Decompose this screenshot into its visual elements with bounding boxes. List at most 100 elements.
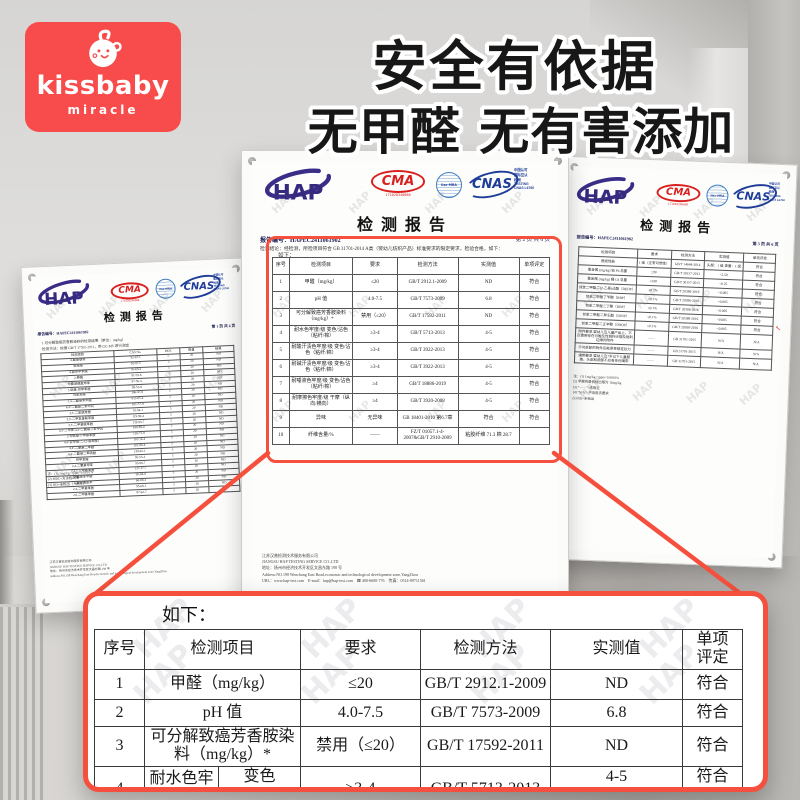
footer-line: 江苏汉普检测技术服务有限公司 [262, 553, 318, 558]
cell-sub-change: 变色 [218, 765, 301, 787]
col-header: 要求 [300, 629, 421, 670]
table-row: 4 耐水色牢度/级 变色/沾色（粘纤/棉） ≥3-4 GB/T 5713-2013 4-… [272, 325, 550, 343]
table-cell [518, 427, 550, 445]
hap-logo: HAP [38, 279, 90, 309]
table-cell: 20 [185, 486, 210, 494]
table-row: 8 耐摩擦色牢度/级 干摩（纵向/横向） ≥4 GB/T 3920-2008 4-5 符合 [272, 393, 550, 411]
cell-item: 可分解致癌芳香胺染料（mg/kg）* [144, 725, 301, 767]
screw-icon [554, 157, 562, 165]
cell-value: 6.8 [550, 698, 683, 727]
report-no: 报告编号：HAPEC2411061902 [37, 330, 89, 337]
brand-logo: kissbaby miracle [25, 22, 181, 132]
conclusion-line: 检测结论：经检测，所检项目符合 GB 31701-2014 A类（婴幼儿纺织产品… [260, 247, 503, 252]
cell-no: 1 [94, 668, 145, 700]
table-row: 5 耐酸汗渍色牢度/级 变色/沾色（粘纤/棉） ≥3-4 GB/T 3922-2013… [272, 342, 550, 360]
cell-item: pH 值 [144, 698, 301, 727]
page-indicator: 第 3 页 共 6 页 [752, 240, 779, 247]
cell-value: ND [550, 668, 683, 700]
center-results-table: 序号 检测项目 要求 检测方法 实测值 单项评定 1 甲醛（mg/kg） ≤20 GB… [272, 257, 550, 445]
hap-watermark: HAP [737, 381, 765, 409]
table-cell: 符合 [518, 308, 550, 326]
table-cell: 绳带要求 婴幼儿及7岁以下儿童服装，头部和颈部不应有任何绳带 [574, 351, 634, 365]
table-row: 3 可分解致癌芳香胺染料（mg/kg）* 禁用（≤20） GB/T 17592-… [94, 725, 743, 767]
table-row: 1 甲醛（mg/kg） ≤20 GB/T 2912.1-2009 ND 符合 [94, 668, 743, 700]
cma-badge: CMA 171020340088 [368, 170, 428, 197]
cell-value: ND [550, 725, 683, 767]
cell-value: 4-5 [550, 786, 683, 787]
right-results-table: 检测项目 要求 检测方法 实测值 单项评定 燃烧性能 1 级（正常可燃性） GB/T… [573, 246, 777, 371]
table-row: 3 可分解致癌芳香胺染料（mg/kg）* 禁用（≤20） GB/T 17592-201… [272, 308, 550, 326]
cell-req: 禁用（≤20） [300, 725, 421, 767]
col-header: 序号 [94, 629, 145, 670]
table-row: 1 甲醛（mg/kg） ≤20 GB/T 2912.1-2009 ND 符合 [272, 274, 550, 292]
table-header-row: 序号 检测项目 要求 检测方法 实测值 单项评定 [272, 257, 550, 275]
col-header: 检测方法 [420, 629, 551, 670]
footer-line: JIANGSU HAP TESTING SERVICE CO.,LTD [262, 559, 339, 565]
cell-method: GB/T 17592-2011 [420, 725, 551, 767]
table-cell: 粘胶纤维 71.3 棉 28.7 [457, 427, 520, 445]
cell-req: 4.0-7.5 [300, 698, 421, 727]
table-cell: ND [457, 274, 520, 292]
table-row: 2 pH 值 4.0-7.5 GB/T 7573-2009 6.8 符合 [272, 291, 550, 309]
cell-method: GB/T 7573-2009 [420, 698, 551, 727]
table-row: 4 耐水色牢度/级 变色 ≥3-4 GB/T 5713-2013 4-5 符合 [94, 765, 743, 787]
zoomed-results-table: 序号 检测项目 要求 检测方法 实测值 单项评定 1 甲醛（mg/kg） ≤20… [94, 629, 743, 787]
table-row: 沾色 粘纤 4-5 符合 [218, 786, 743, 787]
cell-req: ≥3-4 [300, 765, 421, 787]
lab-footer: 江苏汉普检测技术服务有限公司 JIANGSU HAP TESTING SERVI… [262, 553, 426, 584]
cell-item: 耐水色牢度/级 [144, 765, 219, 787]
cma-badge: CMA 171020340088 [654, 181, 703, 207]
col-header: 实测值 [550, 629, 683, 670]
ruxia-label: 如下： [278, 253, 295, 259]
highlight-box [266, 236, 562, 463]
cnas-badge: CNAS [183, 280, 215, 293]
cma-badge: CMA 171020340088 [107, 278, 152, 303]
hap-logo: HAP [264, 168, 332, 206]
col-header: 检测项目 [144, 629, 301, 670]
brand-name: kissbaby [36, 71, 170, 101]
ilac-mra-badge: ilac-MRA [706, 184, 729, 207]
table-cell: —— [634, 330, 669, 347]
zoom-callout-panel: 如下： 序号 检测项目 要求 检测方法 实测值 单项评定 1 甲醛（mg/kg） [83, 591, 768, 792]
cnas-note: 中国认可 国际互认 检测 TESTING CNAS L6760 [213, 273, 230, 291]
table-cell: 纤维含量/% [288, 427, 354, 445]
table-cell: FZ/T 01057.1-4-2007&GB/T 2910-2009 [396, 427, 459, 445]
cell-item: 甲醛（mg/kg） [144, 668, 301, 700]
table-cell: ND [208, 485, 241, 493]
table-cell: N/A [701, 332, 742, 350]
cell-sub-fiber: 粘纤 [256, 786, 301, 787]
notes: 注：(1) 1mg/kg=1ppm=0.0001% (2) 甲醛的最低检出限为 … [572, 374, 621, 403]
col-header: 单项评定 [682, 629, 743, 670]
cell-no: 4 [94, 765, 145, 787]
report-meta: 报告编号：HAPEC2411061902 第 2 页 共 6 页 [260, 235, 550, 244]
cell-method: GB/T 5713-2013 [420, 765, 551, 787]
page-indicator: 第 2 页 共 6 页 [515, 237, 550, 243]
headline-line1: 安全有依据 [372, 35, 658, 98]
table-row: 2 pH 值 4.0-7.5 GB/T 7573-2009 6.8 符合 [94, 698, 743, 727]
report-no: 报告编号：HAPEC2411061902 [576, 234, 634, 242]
cnas-badge: CNAS [736, 189, 771, 204]
report-title: 检测报告 [356, 217, 453, 234]
footer-line: 地址：扬州市经济技术开发区文昌东路 198 号 [262, 565, 342, 571]
center-report-page: HAP CMA 171020340088 ilac-MRA CNAS 中国认可 … [252, 161, 558, 596]
ruxia-label: 如下： [162, 605, 216, 625]
svg-text:HAP: HAP [44, 287, 84, 309]
table-cell: 87-62-7 [120, 488, 163, 497]
table-cell: N/A [700, 356, 741, 369]
table-cell: N/A [739, 358, 772, 371]
footer-line: URL：www.hap-test.com E-mail：hap@hap-test… [262, 577, 426, 583]
lab-footer: 江苏汉普检测技术服务有限公司 JIANGSU HAP TESTING SERVI… [49, 555, 167, 579]
ilac-mra-badge: ilac-MRA [436, 172, 462, 198]
note-line: (5) ND=未检出 [572, 395, 595, 401]
table-cell: —— [633, 354, 668, 367]
cell-sub-stain: 沾色 [218, 786, 257, 787]
table-cell: GB 31701-2015 [667, 331, 702, 348]
cell-verdict: 符合 [682, 786, 743, 787]
left-report-page: HAP CMA 171020340088 ilac-MRA CNAS 中国认可 … [30, 267, 252, 604]
table-cell: 5 [162, 487, 187, 495]
cell-verdict: 符合 [682, 668, 743, 700]
cell-method: GB/T 2912.1-2009 [420, 668, 551, 700]
table-header-row: 序号 检测项目 要求 检测方法 实测值 单项评定 [94, 629, 743, 670]
svg-text:HAP: HAP [583, 186, 627, 209]
